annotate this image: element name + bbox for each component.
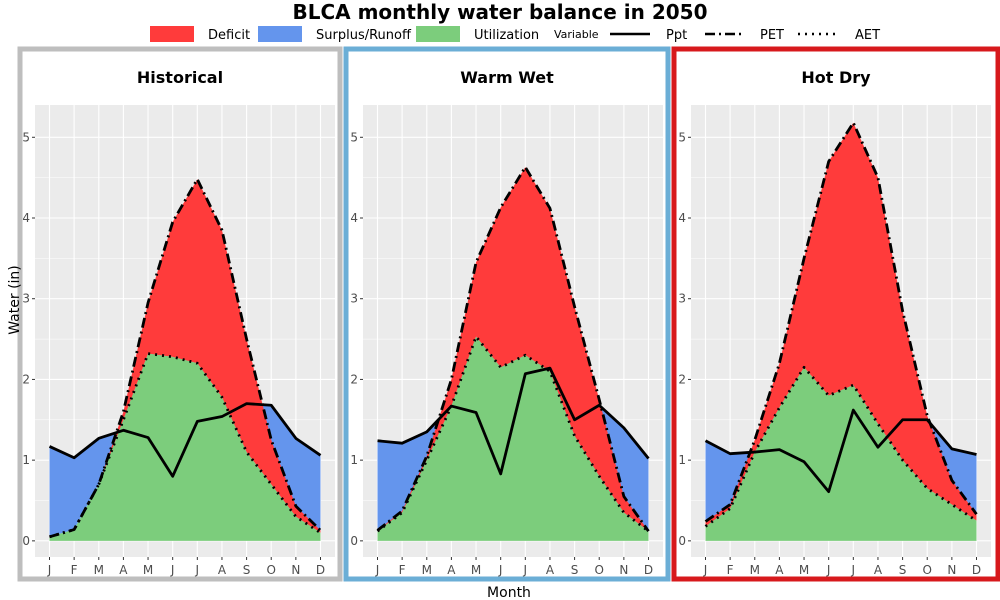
legend-swatch-1 [258, 26, 302, 42]
x-tick-label: N [619, 563, 628, 577]
x-tick-label: S [899, 563, 907, 577]
y-tick-label: 2 [350, 372, 358, 386]
x-tick-label: M [750, 563, 760, 577]
y-tick-label: 4 [22, 211, 30, 225]
x-tick-label: D [316, 563, 325, 577]
x-tick-label: A [447, 563, 456, 577]
x-tick-label: A [119, 563, 128, 577]
y-tick-label: 2 [678, 372, 686, 386]
legend: Deficit Surplus/Runoff Utilization Variable… [150, 26, 880, 43]
y-tick-label: 2 [22, 372, 30, 386]
x-tick-label: J [851, 563, 856, 577]
panel-title: Hot Dry [801, 68, 871, 87]
x-tick-label: O [267, 563, 276, 577]
x-tick-label: M [799, 563, 809, 577]
x-tick-label: D [644, 563, 653, 577]
legend-line-label-1: PET [760, 28, 784, 43]
x-tick-label: F [727, 563, 734, 577]
y-tick-label: 5 [678, 130, 686, 144]
legend-label-2: Utilization [474, 28, 539, 43]
area-deficit [49, 179, 321, 537]
legend-line-label-0: Ppt [666, 28, 687, 43]
chart-title: BLCA monthly water balance in 2050 [292, 0, 708, 24]
x-tick-label: O [595, 563, 604, 577]
y-tick-label: 1 [678, 453, 686, 467]
series-ppt [377, 366, 650, 476]
x-tick-label: S [571, 563, 579, 577]
x-tick-label: F [71, 563, 78, 577]
panel-1: Warm Wet 0 1 2 3 4 5 J F M A M J J A S O N D [343, 46, 671, 582]
y-tick-label: 3 [678, 292, 686, 306]
panels: Historical 0 1 2 3 4 5 J F M A M J J A S O N D Warm Wet 0 1 2 3… [17, 46, 1000, 582]
legend-variable-title: Variable [554, 28, 599, 41]
y-axis-label: Water (in) [7, 265, 23, 335]
x-tick-label: A [218, 563, 227, 577]
y-tick-label: 0 [678, 534, 686, 548]
x-tick-label: J [498, 563, 503, 577]
y-tick-label: 5 [22, 130, 30, 144]
y-tick-label: 4 [678, 211, 686, 225]
x-tick-label: N [291, 563, 300, 577]
legend-swatch-2 [416, 26, 460, 42]
x-tick-label: M [471, 563, 481, 577]
x-tick-label: N [947, 563, 956, 577]
panel-2: Hot Dry 0 1 2 3 4 5 J F M A M J J A S O N D [671, 46, 1000, 582]
x-tick-label: J [375, 563, 380, 577]
y-tick-label: 1 [350, 453, 358, 467]
legend-line-label-2: AET [855, 28, 880, 43]
series-aet [704, 365, 978, 528]
x-tick-label: J [523, 563, 528, 577]
x-tick-label: A [775, 563, 784, 577]
series-pet [49, 177, 322, 539]
series-ppt [704, 408, 977, 494]
series-pet [376, 165, 650, 532]
x-tick-label: J [195, 563, 200, 577]
y-tick-label: 3 [22, 292, 30, 306]
x-tick-label: J [703, 563, 708, 577]
x-tick-label: F [399, 563, 406, 577]
x-tick-label: M [422, 563, 432, 577]
x-tick-label: D [972, 563, 981, 577]
x-tick-label: M [143, 563, 153, 577]
x-tick-label: J [826, 563, 831, 577]
x-tick-label: O [923, 563, 932, 577]
y-tick-label: 5 [350, 130, 358, 144]
y-tick-label: 0 [350, 534, 358, 548]
panel-0: Historical 0 1 2 3 4 5 J F M A M J J A S O N D [17, 46, 343, 582]
x-tick-label: J [170, 563, 175, 577]
series-ppt [48, 402, 322, 478]
y-tick-label: 0 [22, 534, 30, 548]
legend-label-0: Deficit [208, 28, 250, 43]
series-aet [376, 335, 650, 533]
area-utilization [377, 336, 649, 541]
panel-title: Warm Wet [460, 68, 554, 87]
area-deficit [705, 122, 977, 527]
y-tick-label: 4 [350, 211, 358, 225]
y-tick-label: 1 [22, 453, 30, 467]
x-tick-label: A [874, 563, 883, 577]
y-tick-label: 3 [350, 292, 358, 306]
legend-swatch-0 [150, 26, 194, 42]
area-deficit [377, 167, 649, 532]
panel-title: Historical [137, 68, 223, 87]
x-tick-label: A [546, 563, 555, 577]
x-tick-label: M [94, 563, 104, 577]
legend-label-1: Surplus/Runoff [316, 28, 412, 43]
x-axis-label: Month [487, 585, 531, 600]
x-tick-label: S [243, 563, 251, 577]
x-tick-label: J [47, 563, 52, 577]
